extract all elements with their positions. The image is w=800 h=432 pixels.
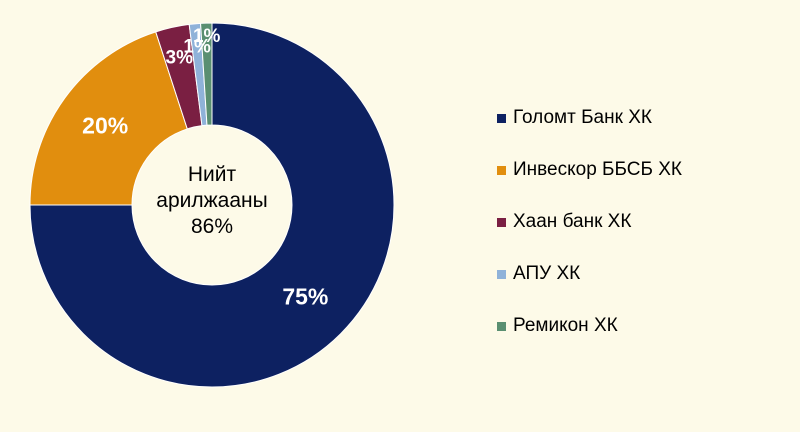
legend-item-5: Ремикон ХК [497, 300, 797, 352]
slice-label-5: 1% [193, 26, 221, 47]
slice-label-3: 3% [166, 48, 194, 69]
center-label-line1: Нийт [188, 163, 237, 186]
slice-labels: 75% 20% 3%1%1% [82, 26, 328, 309]
slice-label-2: 20% [82, 112, 128, 138]
legend-item-2: Инвескор ББСБ ХК [497, 144, 797, 196]
legend-swatch [497, 113, 506, 123]
donut-slice-1 [29, 22, 395, 388]
legend-swatch [497, 217, 506, 227]
legend-label: Голомт Банк ХК [513, 107, 652, 128]
legend: Голомт Банк ХК Инвескор ББСБ ХК Хаан банк … [497, 92, 797, 352]
slice-label-1: 75% [282, 283, 328, 309]
legend-swatch [497, 269, 506, 279]
legend-item-3: Хаан банк ХК [497, 196, 797, 248]
donut-slice-2 [29, 31, 188, 206]
legend-item-4: АПУ ХК [497, 248, 797, 300]
legend-swatch [497, 321, 506, 331]
legend-label: Хаан банк ХК [513, 211, 632, 232]
center-label-value: 86% [191, 215, 233, 238]
center-label: Нийт арилжааны 86% [156, 163, 267, 238]
legend-label: АПУ ХК [513, 263, 581, 284]
legend-item-1: Голомт Банк ХК [497, 92, 797, 144]
donut-slice-5 [200, 22, 213, 126]
center-label-line2: арилжааны [156, 189, 267, 212]
slice-label-4: 1% [183, 37, 211, 58]
legend-label: Инвескор ББСБ ХК [513, 159, 682, 180]
legend-label: Ремикон ХК [513, 315, 618, 336]
legend-swatch [497, 165, 506, 175]
donut-slices [29, 22, 395, 388]
